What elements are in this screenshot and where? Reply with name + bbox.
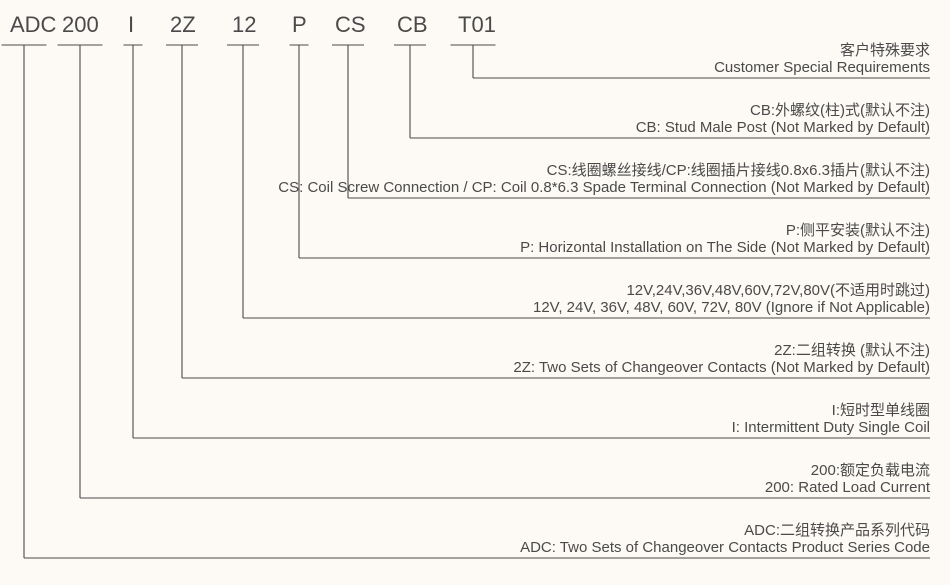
code-segment-4: 12 — [232, 12, 256, 38]
desc-zh-2: I:短时型单线圈 — [732, 402, 930, 419]
desc-en-1: 200: Rated Load Current — [765, 479, 930, 496]
desc-zh-5: P:侧平安装(默认不注) — [520, 222, 930, 239]
desc-zh-0: ADC:二组转换产品系列代码 — [520, 522, 930, 539]
desc-zh-3: 2Z:二组转换 (默认不注) — [513, 342, 930, 359]
desc-block-1: 200:额定负载电流200: Rated Load Current — [765, 462, 930, 497]
code-segment-5: P — [292, 12, 307, 38]
desc-en-8: Customer Special Requirements — [714, 59, 930, 76]
desc-block-4: 12V,24V,36V,48V,60V,72V,80V(不适用时跳过)12V, … — [533, 282, 930, 317]
desc-block-8: 客户特殊要求Customer Special Requirements — [714, 42, 930, 77]
desc-en-3: 2Z: Two Sets of Changeover Contacts (Not… — [513, 359, 930, 376]
desc-en-6: CS: Coil Screw Connection / CP: Coil 0.8… — [278, 179, 930, 196]
desc-block-7: CB:外螺纹(柱)式(默认不注)CB: Stud Male Post (Not … — [636, 102, 930, 137]
desc-block-0: ADC:二组转换产品系列代码ADC: Two Sets of Changeove… — [520, 522, 930, 557]
code-segment-0: ADC — [10, 12, 56, 38]
desc-en-7: CB: Stud Male Post (Not Marked by Defaul… — [636, 119, 930, 136]
desc-block-6: CS:线圈螺丝接线/CP:线圈插片接线0.8x6.3插片(默认不注)CS: Co… — [278, 162, 930, 197]
code-segment-1: 200 — [62, 12, 99, 38]
desc-block-2: I:短时型单线圈I: Intermittent Duty Single Coil — [732, 402, 930, 437]
desc-en-5: P: Horizontal Installation on The Side (… — [520, 239, 930, 256]
desc-en-4: 12V, 24V, 36V, 48V, 60V, 72V, 80V (Ignor… — [533, 299, 930, 316]
desc-zh-7: CB:外螺纹(柱)式(默认不注) — [636, 102, 930, 119]
desc-block-5: P:侧平安装(默认不注)P: Horizontal Installation o… — [520, 222, 930, 257]
desc-zh-1: 200:额定负载电流 — [765, 462, 930, 479]
code-segment-2: I — [128, 12, 134, 38]
desc-block-3: 2Z:二组转换 (默认不注)2Z: Two Sets of Changeover… — [513, 342, 930, 377]
code-segment-7: CB — [397, 12, 428, 38]
desc-zh-4: 12V,24V,36V,48V,60V,72V,80V(不适用时跳过) — [533, 282, 930, 299]
desc-zh-6: CS:线圈螺丝接线/CP:线圈插片接线0.8x6.3插片(默认不注) — [278, 162, 930, 179]
code-segment-8: T01 — [458, 12, 496, 38]
desc-en-2: I: Intermittent Duty Single Coil — [732, 419, 930, 436]
code-segment-3: 2Z — [170, 12, 196, 38]
desc-zh-8: 客户特殊要求 — [714, 42, 930, 59]
code-segment-6: CS — [335, 12, 366, 38]
desc-en-0: ADC: Two Sets of Changeover Contacts Pro… — [520, 539, 930, 556]
